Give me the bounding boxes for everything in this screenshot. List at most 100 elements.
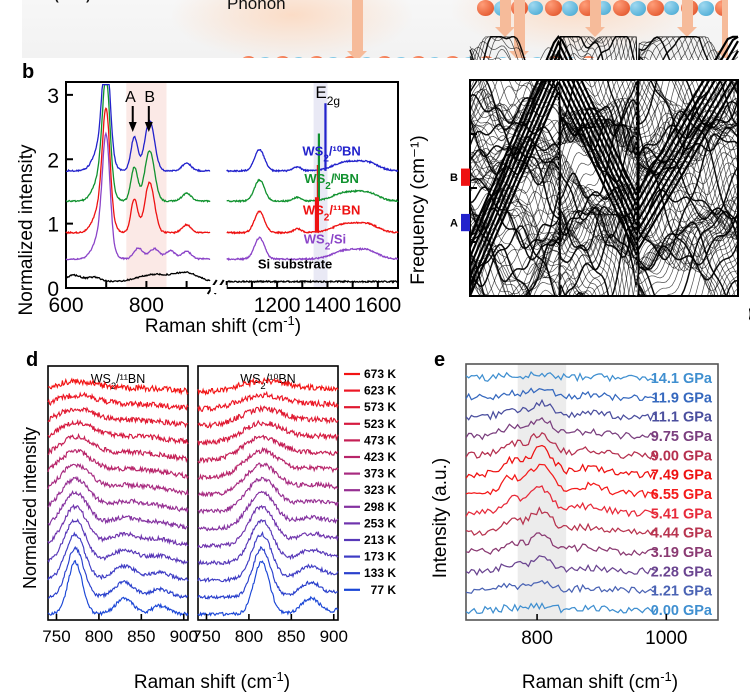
svg-text:2: 2 [47,149,59,172]
panel-d-trace-213 K [197,519,339,566]
panel-d-ticks [55,614,335,620]
panel-letter-b: b [22,61,35,83]
panel-d-trace-473 K [47,432,189,463]
panel-letter-d: d [26,349,39,371]
panel-e-label-9.75 GPa: 9.75 GPa [651,429,713,445]
panel-e-trace-5.41 GPa [465,485,657,518]
panel-e-trace-9.75 GPa [465,417,657,441]
panel-e-curves [465,371,657,615]
phonon-glow-left [172,0,412,58]
panel-c-highsym-lines [557,80,637,296]
panel-d-trace-423 K [47,448,189,480]
panel-d-trace-213 K [47,518,189,565]
panel-c-marker-A [461,213,470,232]
panel-d-trace-623 K [47,391,189,411]
boron-atom [546,56,563,58]
phonon-arrow [347,0,367,58]
nitrogen-atom [325,57,341,58]
panel-c-marker-B [461,168,470,186]
boron-atom [444,56,461,58]
panel-d-trace-173 K [47,531,189,582]
panel-d-trace-323 K [47,475,189,514]
boron-atom [376,56,393,58]
panel-b-legend-WS2/NaBN: WS2/ᴺBN [304,171,359,192]
panel-d-xtick-0-750: 750 [42,627,70,646]
panel-e-label-11.9 GPa: 11.9 GPa [652,390,713,406]
panel-b-trace-right-WS2/Si [226,236,399,262]
nitrogen-atom [461,57,477,58]
panel-d-xtick-1-750: 750 [192,627,220,646]
panel-e-trace-11.9 GPa [465,387,657,402]
phonon-arrow [585,0,605,37]
panel-letter-e: e [434,349,446,371]
panel-e-pressure-series: 14.1 GPa 11.9 GPa 11.1 GPa 9.75 GPa 9.00 GPa… [430,348,742,696]
panel-c-phonon-dispersion: 700750800850900(0,0,0)(1/2,0,0)(1/3,1/3,… [408,35,750,341]
nitrogen-atom [257,57,273,58]
phonon-arrow [509,0,529,58]
boron-atom [240,56,257,58]
boron-atom [580,56,597,58]
panel-d-ylabel: Normalized intensity [20,427,40,589]
panel-d-trace-573 K [197,404,339,429]
nitrogen-atom [495,57,510,58]
panel-b-legend-Si substrate: Si substrate [258,257,332,272]
panel-e-ylabel: Intensity (a.u.) [430,458,451,578]
panel-d-trace-573 K [47,406,189,429]
boron-atom [274,56,291,58]
panel-e-pressure-labels: 14.1 GPa 11.9 GPa 11.1 GPa 9.75 GPa 9.00 GPa… [651,371,713,619]
boron-atom [308,56,325,58]
panel-a-schematic: ¹⁰BN(¹¹BN) Phonon [22,0,728,58]
panel-e-label-4.44 GPa: 4.44 GPa [651,526,713,542]
panel-c-ylabel: Frequency (cm⁻¹) [408,135,429,284]
panel-d-trace-173 K [197,531,339,583]
panel-e-trace-14.1 GPa [465,371,657,383]
panel-c-mode-markers: BA [450,168,470,232]
panel-d-legend-label-573 K: 573 K [364,400,396,414]
panel-e-trace-11.1 GPa [465,398,657,422]
panel-e-plot-frame [465,363,719,621]
panel-d-xlabel: Raman shift (cm-1) [134,669,290,694]
panel-e-trace-1.21 GPa [465,579,657,595]
nitrogen-atom [393,57,409,58]
panel-e-trace-4.44 GPa [465,506,657,536]
panel-e-label-5.41 GPa: 5.41 GPa [651,506,713,522]
panel-b-trace-right-WS2/10BN [226,148,399,173]
panel-b-trace-WS2/Si [65,131,211,261]
panel-e-ticks [536,614,668,620]
panel-b-label-A: A [125,89,136,106]
panel-b-trace-WS2/11BN [65,107,211,235]
panel-d-trace-253 K [47,503,189,547]
panel-d-legend-label-77 K: 77 K [371,583,397,597]
panel-b-ticks [65,93,379,295]
boron-atom [410,56,427,58]
panel-c-marker-label-A: A [450,218,458,230]
panel-e-trace-2.28 GPa [465,555,657,576]
panel-b-tick-labels: 0 1 2 3 600 800 1200 1400 1600 [47,85,401,317]
panel-b-raman-spectra: 0 1 2 3 600 800 1200 1400 1600 A B E2g WS2/¹⁰BN WS2… [16,60,408,340]
panel-d-xtick-1-800: 800 [235,627,263,646]
panel-d-xtick-1-850: 850 [277,627,305,646]
panel-d-legend: 673 K 623 K 573 K 523 K 473 K 423 K 373 K 323 K… [344,367,396,597]
boron-atom [647,0,664,16]
boron-atom [477,0,494,16]
panel-d-legend-label-298 K: 298 K [364,500,396,514]
panel-b-trace-WS2/NaBN [66,83,211,204]
panel-d-legend-label-523 K: 523 K [364,417,396,431]
panel-e-xtick-800: 800 [521,628,553,649]
panel-e-xlabel: Raman shift (cm-1) [522,669,678,694]
panel-c-phonon-bands [408,35,749,341]
panel-d-trace-423 K [197,446,339,481]
nitrogen-atom [427,57,442,58]
panel-b-label-B: B [144,89,155,106]
panel-e-label-11.1 GPa: 11.1 GPa [652,410,713,426]
nitrogen-atom [528,1,543,15]
panel-a-isotope-label: ¹⁰BN(¹¹BN) [26,0,90,4]
svg-text:0: 0 [47,278,59,301]
phonon-arrow [677,0,697,37]
nitrogen-atom [630,1,646,16]
panel-e-svg: 14.1 GPa 11.9 GPa 11.1 GPa 9.75 GPa 9.00 GPa… [430,363,719,694]
panel-b-trace-right-WS2/NaBN [226,178,399,204]
panel-e-label-2.28 GPa: 2.28 GPa [651,564,713,580]
panel-d-trace-523 K [197,419,339,446]
